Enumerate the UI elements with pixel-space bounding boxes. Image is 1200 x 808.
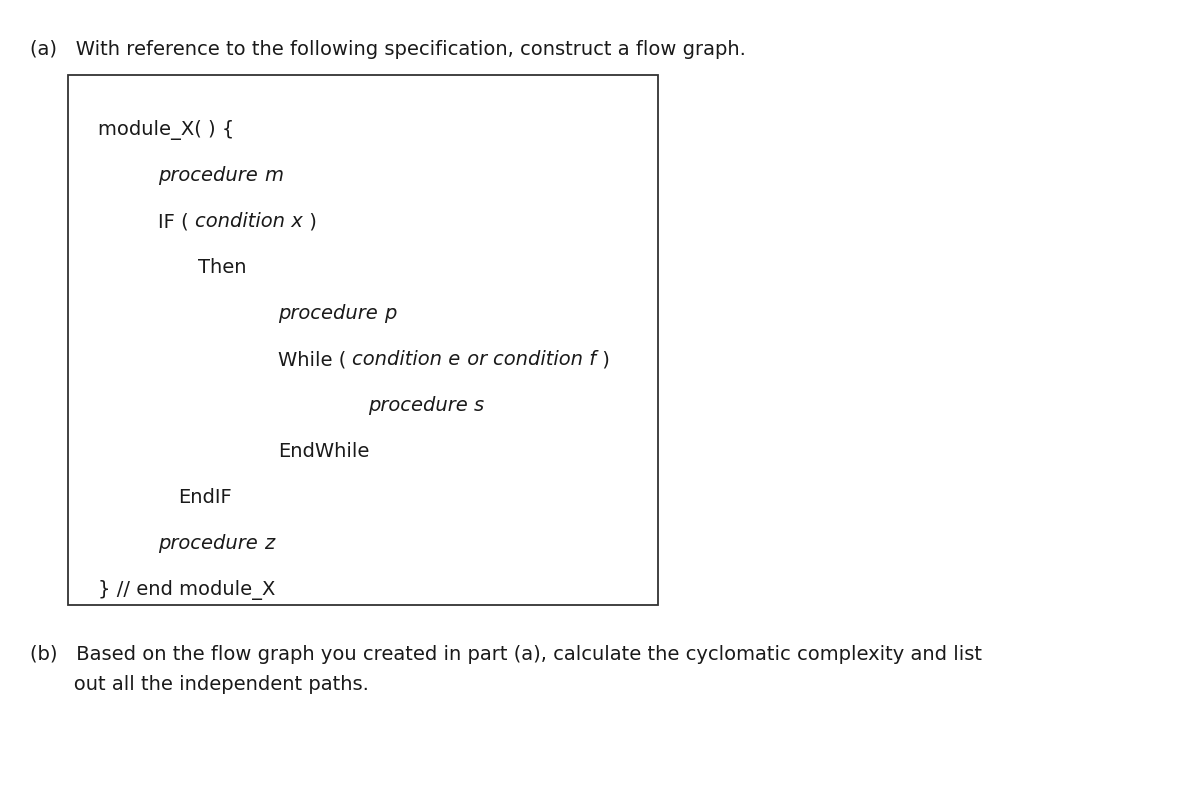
Text: or: or — [461, 350, 493, 369]
Text: While (: While ( — [278, 350, 353, 369]
Text: p: p — [384, 304, 396, 323]
Text: procedure: procedure — [278, 304, 384, 323]
Text: IF (: IF ( — [158, 212, 194, 231]
Text: EndWhile: EndWhile — [278, 442, 370, 461]
Text: m: m — [264, 166, 283, 185]
Text: } // end module_X: } // end module_X — [98, 580, 275, 600]
Text: ): ) — [302, 212, 317, 231]
Text: Then: Then — [198, 258, 246, 277]
Text: condition f: condition f — [493, 350, 596, 369]
Text: out all the independent paths.: out all the independent paths. — [30, 675, 368, 694]
Text: z: z — [264, 534, 275, 553]
Text: (a)   With reference to the following specification, construct a flow graph.: (a) With reference to the following spec… — [30, 40, 746, 59]
Text: s: s — [474, 396, 484, 415]
Text: ): ) — [596, 350, 610, 369]
Text: condition x: condition x — [194, 212, 302, 231]
Text: EndIF: EndIF — [178, 488, 232, 507]
Text: procedure: procedure — [368, 396, 474, 415]
Text: procedure: procedure — [158, 534, 264, 553]
Text: (b)   Based on the flow graph you created in part (a), calculate the cyclomatic : (b) Based on the flow graph you created … — [30, 645, 982, 664]
Text: module_X( ) {: module_X( ) { — [98, 120, 234, 140]
Bar — [68, 75, 658, 605]
Text: condition e: condition e — [353, 350, 461, 369]
Text: procedure: procedure — [158, 166, 264, 185]
